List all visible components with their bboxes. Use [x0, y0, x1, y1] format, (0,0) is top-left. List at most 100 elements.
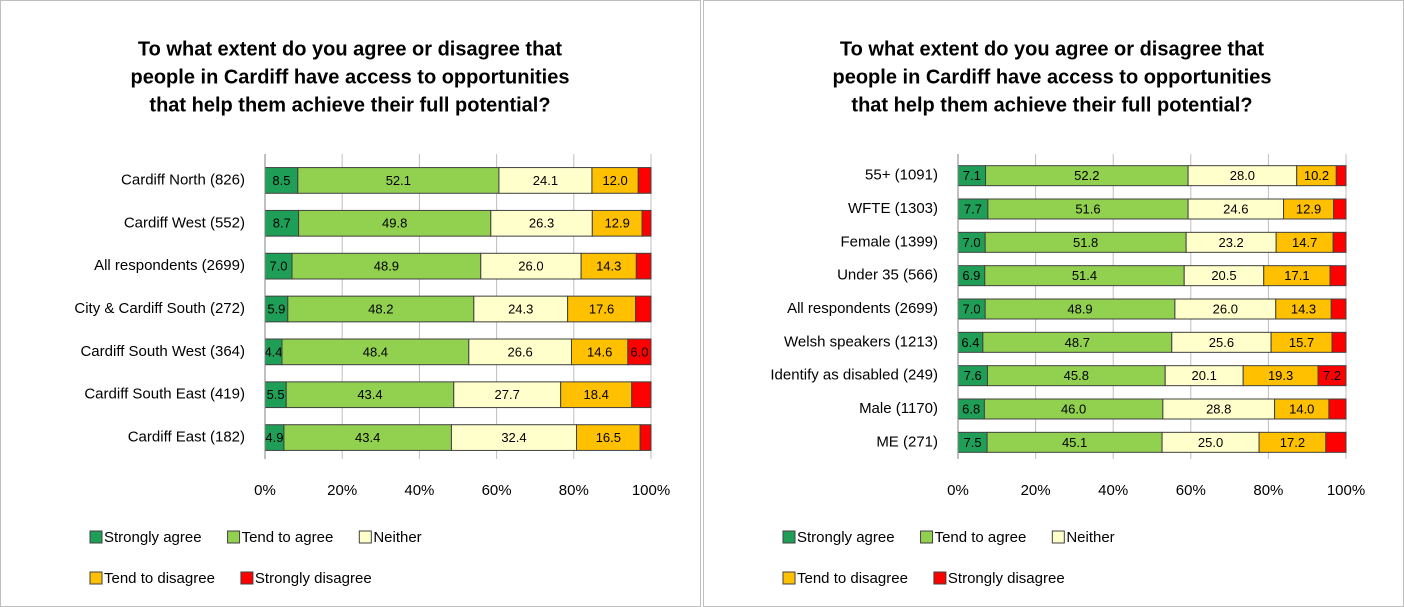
legend-swatch: [782, 530, 796, 544]
bar-segment: [453, 381, 562, 409]
bar-segment: [264, 209, 300, 237]
data-label: 14.7: [1292, 235, 1317, 250]
bar-segment: [591, 209, 643, 237]
data-label: 43.4: [357, 387, 382, 402]
data-label: 12.9: [1296, 201, 1321, 216]
data-label: 5.9: [267, 301, 285, 316]
data-label: 7.6: [964, 368, 982, 383]
bar-segment: [1328, 398, 1347, 420]
legend-swatch: [89, 571, 103, 585]
category-label: Under 35 (566): [837, 267, 938, 284]
bar-segment: [560, 381, 633, 409]
data-label: 10.2: [1304, 168, 1329, 183]
data-label: 43.4: [355, 430, 380, 445]
data-label: 6.8: [962, 401, 980, 416]
data-label: 7.7: [964, 201, 982, 216]
data-label: 48.7: [1065, 335, 1090, 350]
data-label: 4.9: [265, 430, 283, 445]
legend-label: Strongly disagree: [255, 570, 372, 587]
x-tick-label: 100%: [632, 482, 670, 499]
bar-segment: [1330, 298, 1347, 320]
bar-segment: [490, 209, 593, 237]
data-label: 26.6: [507, 344, 532, 359]
data-label: 17.6: [589, 301, 614, 316]
bar-segment: [298, 209, 492, 237]
chart-title: To what extent do you agree or disagree …: [138, 38, 562, 60]
legend-label: Strongly agree: [797, 529, 895, 546]
data-label: 48.4: [363, 344, 388, 359]
bar-segment: [287, 295, 475, 323]
data-label: 46.0: [1061, 401, 1086, 416]
category-label: WFTE (1303): [848, 200, 938, 217]
category-label: 55+ (1091): [865, 167, 938, 184]
x-tick-label: 0%: [254, 482, 276, 499]
bar-segment: [480, 252, 582, 280]
data-label: 48.9: [1067, 301, 1092, 316]
bar-segment: [570, 338, 629, 366]
legend-swatch: [920, 530, 934, 544]
data-label: 27.7: [495, 387, 520, 402]
category-label: All respondents (2699): [94, 257, 245, 274]
data-label: 7.0: [963, 301, 981, 316]
x-tick-label: 60%: [1176, 482, 1206, 499]
category-label: Welsh speakers (1213): [784, 333, 938, 350]
bar-segment: [576, 424, 641, 451]
data-label: 7.5: [964, 435, 982, 450]
category-label: City & Cardiff South (272): [74, 300, 245, 317]
bar-segment: [1333, 198, 1347, 220]
data-label: 51.8: [1073, 235, 1098, 250]
data-label: 19.3: [1268, 368, 1293, 383]
bar-segment: [297, 167, 500, 194]
bar-segment: [639, 424, 652, 451]
data-label: 14.3: [1291, 301, 1316, 316]
data-label: 25.6: [1209, 335, 1234, 350]
bar-segment: [580, 252, 637, 280]
data-label: 12.9: [605, 216, 630, 231]
bar-segment: [1331, 331, 1347, 353]
x-tick-label: 80%: [559, 482, 589, 499]
legend-label: Tend to disagree: [104, 570, 215, 587]
category-label: Cardiff West (552): [124, 214, 245, 231]
data-label: 45.1: [1062, 435, 1087, 450]
bar-segment: [635, 252, 652, 280]
bar-segment: [1332, 231, 1347, 253]
category-label: Cardiff South East (419): [84, 386, 245, 403]
category-label: Identify as disabled (249): [770, 367, 938, 384]
legend-label: Neither: [373, 529, 421, 546]
x-tick-label: 80%: [1253, 482, 1283, 499]
data-label: 4.4: [264, 344, 282, 359]
data-label: 14.3: [596, 259, 621, 274]
data-label: 24.6: [1223, 201, 1248, 216]
legend-label: Neither: [1066, 529, 1114, 546]
data-label: 51.6: [1075, 201, 1100, 216]
chart-title: that help them achieve their full potent…: [149, 94, 550, 116]
data-label: 32.4: [501, 430, 526, 445]
data-label: 24.3: [508, 301, 533, 316]
data-label: 28.0: [1230, 168, 1255, 183]
data-label: 23.2: [1218, 235, 1243, 250]
chart-title: To what extent do you agree or disagree …: [840, 38, 1264, 60]
data-label: 7.1: [963, 168, 981, 183]
legend-swatch: [227, 530, 241, 544]
category-label: Female (1399): [840, 233, 938, 250]
bar-segment: [281, 338, 470, 366]
legend-swatch: [782, 571, 796, 585]
data-label: 14.6: [587, 344, 612, 359]
chart-title: people in Cardiff have access to opportu…: [833, 66, 1272, 88]
category-label: ME (271): [876, 433, 938, 450]
bar-segment: [291, 252, 482, 280]
data-label: 15.7: [1289, 335, 1314, 350]
bar-segment: [591, 167, 639, 194]
bar-segment: [473, 295, 569, 323]
category-label: Male (1170): [859, 400, 938, 417]
x-tick-label: 40%: [1098, 482, 1128, 499]
bar-segment: [1317, 365, 1347, 387]
data-label: 26.0: [1213, 301, 1238, 316]
bar-segment: [283, 424, 452, 451]
data-label: 52.2: [1074, 168, 1099, 183]
data-label: 18.4: [584, 387, 609, 402]
legend-swatch: [240, 571, 254, 585]
chart-title: that help them achieve their full potent…: [851, 94, 1252, 116]
data-label: 49.8: [382, 216, 407, 231]
